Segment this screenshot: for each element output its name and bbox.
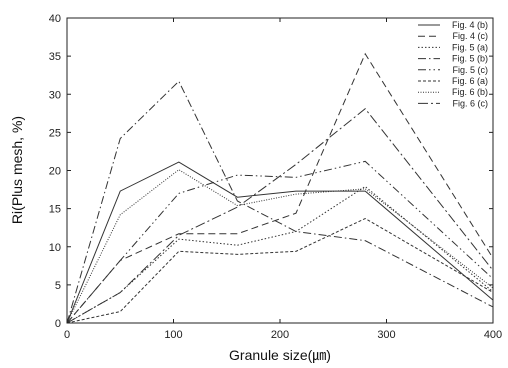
x-tick-label: 300	[377, 329, 395, 341]
y-tick-label: 35	[49, 51, 61, 63]
legend-label-5: Fig. 5 (c)	[452, 65, 488, 75]
y-tick-label: 20	[49, 166, 61, 178]
y-tick-label: 5	[55, 280, 61, 292]
legend-label-6: Fig. 6 (a)	[452, 76, 488, 86]
plot-frame	[66, 17, 494, 324]
legend-label-1: Fig. 4 (b)	[452, 20, 488, 30]
series-line-1	[66, 161, 494, 324]
x-tick-label: 400	[484, 329, 502, 341]
x-axis-label: Granule size(㎛)	[229, 347, 331, 364]
y-tick-label: 10	[49, 242, 61, 254]
x-tick-label: 100	[164, 329, 182, 341]
series-layer	[66, 52, 494, 324]
x-tick-label: 200	[271, 329, 289, 341]
legend-label-4: Fig. 5 (b)	[452, 54, 488, 64]
axes-layer: 0 100 200 300 400 0 5 10 15 20 25 30 35 40	[49, 13, 502, 341]
y-tick-label: 40	[49, 13, 61, 25]
y-tick-label: 30	[49, 89, 61, 101]
series-line-7	[66, 169, 494, 324]
series-line-6	[66, 217, 494, 324]
y-tick-label: 15	[49, 204, 61, 216]
legend-label-7: Fig. 6 (b)	[452, 87, 488, 97]
y-tick-label: 25	[49, 127, 61, 139]
x-tick-label: 0	[64, 329, 70, 341]
plot-area	[66, 17, 494, 324]
y-tick-label: 0	[55, 318, 61, 330]
series-line-4	[66, 80, 494, 324]
series-line-3	[66, 185, 494, 324]
legend-label-2: Fig. 4 (c)	[452, 31, 488, 41]
series-line-5	[66, 160, 494, 324]
legend: Fig. 4 (b)Fig. 4 (c)Fig. 5 (a) Fig. 5 (b)…	[418, 20, 488, 108]
series-line-8	[66, 108, 494, 324]
y-axis-label: Ri(Plus mesh, %)	[9, 116, 25, 224]
legend-label-8: Fig. 6 (c)	[452, 98, 488, 108]
legend-label-3: Fig. 5 (a)	[452, 42, 488, 52]
